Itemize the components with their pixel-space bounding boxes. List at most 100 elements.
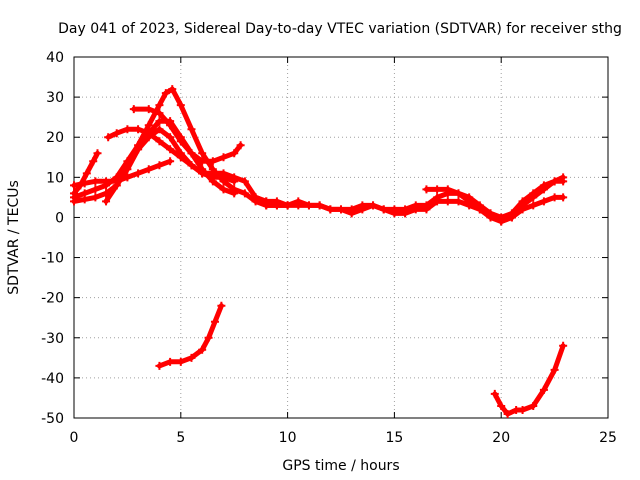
x-tick-label: 25 [599, 430, 617, 446]
x-tick-label: 5 [176, 430, 185, 446]
data-point [134, 125, 143, 134]
data-point [454, 197, 463, 206]
data-point [176, 137, 185, 146]
series-points-track-1 [70, 85, 292, 210]
data-point [411, 205, 420, 214]
y-tick-label: -30 [41, 331, 64, 347]
y-tick-labels: -50 -40 -30 -20 -10 0 10 20 30 40 [41, 50, 64, 427]
x-tick-labels: 0 5 10 15 20 25 [70, 430, 617, 446]
data-series [70, 85, 568, 418]
data-point [529, 189, 538, 198]
data-point [283, 201, 292, 210]
series-points-track-10 [422, 177, 568, 222]
data-point [176, 153, 185, 162]
data-point [155, 117, 164, 126]
data-point [240, 177, 249, 186]
data-point [93, 149, 102, 158]
series-points-track-6 [70, 149, 102, 198]
data-point [80, 179, 89, 188]
data-point [497, 401, 506, 410]
data-point [518, 197, 527, 206]
series-line-track-4 [105, 126, 269, 204]
y-tick-label: 30 [46, 90, 64, 106]
data-point [539, 197, 548, 206]
x-tick-label: 0 [70, 430, 79, 446]
data-point [187, 161, 196, 170]
data-point [208, 169, 217, 178]
data-point [70, 189, 78, 198]
data-point [539, 181, 548, 190]
y-tick-label: 40 [46, 50, 64, 66]
data-point [198, 345, 207, 354]
data-point [166, 133, 175, 142]
series-line-track-7 [71, 158, 173, 188]
data-point [161, 89, 170, 98]
data-point [433, 197, 442, 206]
x-tick-label: 10 [279, 430, 297, 446]
data-point [217, 301, 226, 310]
data-point [454, 189, 463, 198]
data-point [337, 205, 345, 214]
axis-ticks [73, 56, 609, 419]
data-point [112, 129, 121, 138]
data-point [187, 353, 196, 362]
y-tick-label: -10 [41, 251, 64, 267]
y-tick-label: 10 [46, 170, 64, 186]
series-points-track-11 [155, 301, 226, 370]
data-point [294, 197, 303, 206]
data-point [379, 205, 388, 214]
data-point [176, 357, 185, 366]
data-point [326, 205, 335, 214]
y-axis-label: SDTVAR / TECUs [6, 180, 22, 295]
data-point [104, 133, 113, 142]
data-point [518, 205, 527, 214]
x-tick-label: 20 [492, 430, 510, 446]
data-point [559, 341, 568, 350]
data-point [155, 109, 164, 118]
data-point [503, 409, 512, 418]
x-axis-label: GPS time / hours [282, 458, 399, 474]
data-point [347, 209, 356, 218]
series-points-track-7 [70, 157, 175, 190]
data-point [304, 201, 313, 210]
data-point [166, 157, 175, 166]
data-point [166, 145, 175, 154]
data-point [422, 205, 431, 214]
data-point [166, 357, 175, 366]
data-point [208, 157, 217, 166]
data-point [155, 125, 164, 134]
data-point [144, 165, 153, 174]
data-point [168, 85, 177, 94]
x-tick-label: 15 [385, 430, 403, 446]
data-point [559, 177, 568, 186]
data-point [155, 137, 164, 146]
data-point [369, 201, 378, 210]
data-point [198, 149, 207, 158]
data-point [230, 149, 239, 158]
data-point [129, 105, 138, 114]
data-point [550, 365, 559, 374]
data-point [198, 157, 207, 166]
data-point [91, 177, 100, 186]
y-tick-label: -20 [41, 291, 64, 307]
data-point [236, 141, 245, 150]
data-point [155, 361, 164, 370]
data-point [490, 389, 499, 398]
series-points-track-9 [262, 193, 568, 226]
data-point [358, 205, 367, 214]
data-point [102, 177, 111, 186]
data-point [70, 197, 78, 206]
data-point [219, 185, 228, 194]
data-point [210, 317, 219, 326]
data-point [176, 101, 185, 110]
data-point [89, 157, 98, 166]
data-point [230, 173, 239, 182]
data-point [433, 185, 442, 194]
series-points-track-12 [490, 341, 568, 418]
data-point [204, 333, 213, 342]
data-point [390, 209, 399, 218]
data-point [443, 185, 452, 194]
data-point [219, 169, 228, 178]
data-point [401, 209, 410, 218]
